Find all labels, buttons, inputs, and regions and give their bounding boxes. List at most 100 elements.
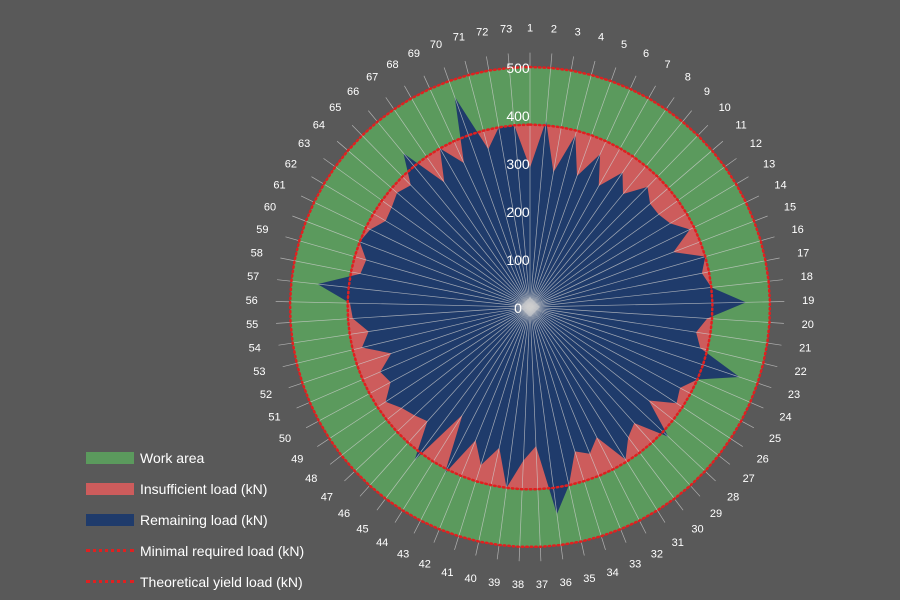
spoke-line — [529, 306, 778, 368]
category-label: 28 — [727, 491, 739, 503]
spoke-line — [529, 176, 749, 308]
spoke-line — [496, 306, 531, 560]
category-label: 14 — [774, 179, 786, 191]
legend-item-work-area: Work area — [86, 442, 346, 473]
spoke-line — [529, 306, 701, 497]
category-label: 59 — [256, 224, 268, 236]
radial-tick-label: 0 — [514, 300, 522, 316]
category-label: 20 — [802, 319, 814, 331]
legend-label: Remaining load (kN) — [140, 511, 268, 528]
category-label: 21 — [799, 343, 811, 355]
spoke-line — [529, 67, 617, 308]
spoke-line — [529, 306, 743, 447]
spoke-line — [300, 195, 531, 308]
category-label: 46 — [338, 508, 350, 520]
series-areas — [290, 67, 770, 547]
spoke-line — [288, 306, 531, 389]
category-label: 10 — [719, 102, 731, 114]
spoke-line — [311, 176, 531, 308]
category-label: 23 — [788, 389, 800, 401]
category-label: 29 — [710, 508, 722, 520]
category-label: 67 — [366, 72, 378, 84]
spoke-line — [329, 306, 531, 465]
category-label: 53 — [253, 366, 265, 378]
legend-label: Insufficient load (kN) — [140, 480, 268, 497]
series-minimal-required-load — [346, 123, 714, 491]
spoke-line — [529, 306, 684, 511]
spoke-line — [443, 67, 531, 308]
spoke-line — [385, 97, 531, 308]
legend-swatch — [86, 482, 134, 495]
spoke-line — [529, 306, 782, 346]
category-label: 3 — [575, 27, 581, 39]
category-label: 47 — [321, 491, 333, 503]
category-label: 44 — [376, 537, 388, 549]
category-label: 49 — [291, 454, 303, 466]
category-label: 17 — [797, 247, 809, 259]
category-label: 33 — [629, 559, 641, 571]
series-theoretical-yield-load — [288, 65, 772, 549]
spoke-line — [529, 75, 637, 308]
legend-item-remaining-load: Remaining load (kN) — [86, 504, 346, 535]
spoke-line — [507, 53, 531, 308]
category-label: 71 — [453, 32, 465, 44]
category-label: 37 — [536, 579, 548, 591]
category-label: 70 — [430, 39, 442, 51]
category-labels: 1 2 3 4567891011121314151617181920212223242… — [246, 23, 815, 591]
category-label: 72 — [476, 27, 488, 39]
category-label: 1 — [527, 23, 533, 35]
category-label: 48 — [305, 473, 317, 485]
spoke-line — [518, 306, 531, 562]
category-label: 4 — [598, 32, 604, 44]
spoke-line — [529, 124, 709, 308]
category-label: 19 — [802, 295, 814, 307]
category-label: 39 — [488, 577, 500, 589]
spoke-line — [292, 215, 531, 308]
category-label: 61 — [273, 179, 285, 191]
legend-item-insufficient-load: Insufficient load (kN) — [86, 473, 346, 504]
spoke-line — [529, 306, 606, 551]
legend-label: Minimal required load (kN) — [140, 542, 305, 559]
spoke-line — [368, 110, 531, 308]
spoke-line — [277, 279, 531, 308]
legend-item-theoretical-yield-load: Theoretical yield load (kN) — [86, 566, 346, 597]
spoke-line — [336, 140, 531, 308]
category-label: 54 — [249, 343, 261, 355]
spoke-line — [529, 306, 731, 465]
category-label: 45 — [356, 523, 368, 535]
spoke-line — [278, 306, 531, 346]
spoke-line — [529, 279, 783, 308]
spoke-line — [282, 306, 531, 368]
spoke-line — [529, 60, 596, 308]
spoke-line — [486, 56, 531, 308]
category-label: 66 — [347, 86, 359, 98]
legend-line — [86, 549, 134, 552]
category-label: 11 — [735, 119, 746, 131]
category-label: 2 — [551, 24, 557, 36]
category-label: 15 — [784, 201, 796, 213]
spoke-line — [464, 60, 531, 308]
category-label: 52 — [260, 389, 272, 401]
spoke-line — [529, 85, 656, 308]
spoke-line — [529, 306, 784, 324]
category-label: 65 — [329, 102, 341, 114]
spoke-line — [423, 75, 531, 308]
spoke-line — [454, 306, 531, 551]
category-label: 6 — [643, 48, 649, 60]
spoke-line — [529, 306, 716, 482]
radial-tick-label: 400 — [506, 108, 530, 124]
category-label: 51 — [268, 412, 280, 424]
reference-lines — [288, 65, 772, 549]
spoke-line — [529, 110, 692, 308]
spoke-line — [394, 306, 531, 523]
spoke-line — [529, 301, 785, 308]
spoke-line — [529, 56, 574, 308]
radial-tick-label: 300 — [506, 156, 530, 172]
category-label: 35 — [583, 573, 595, 585]
category-label: 50 — [279, 433, 291, 445]
category-label: 55 — [246, 319, 258, 331]
spoke-line — [529, 306, 772, 389]
spoke-line — [285, 236, 531, 308]
spoke-line — [433, 306, 531, 543]
